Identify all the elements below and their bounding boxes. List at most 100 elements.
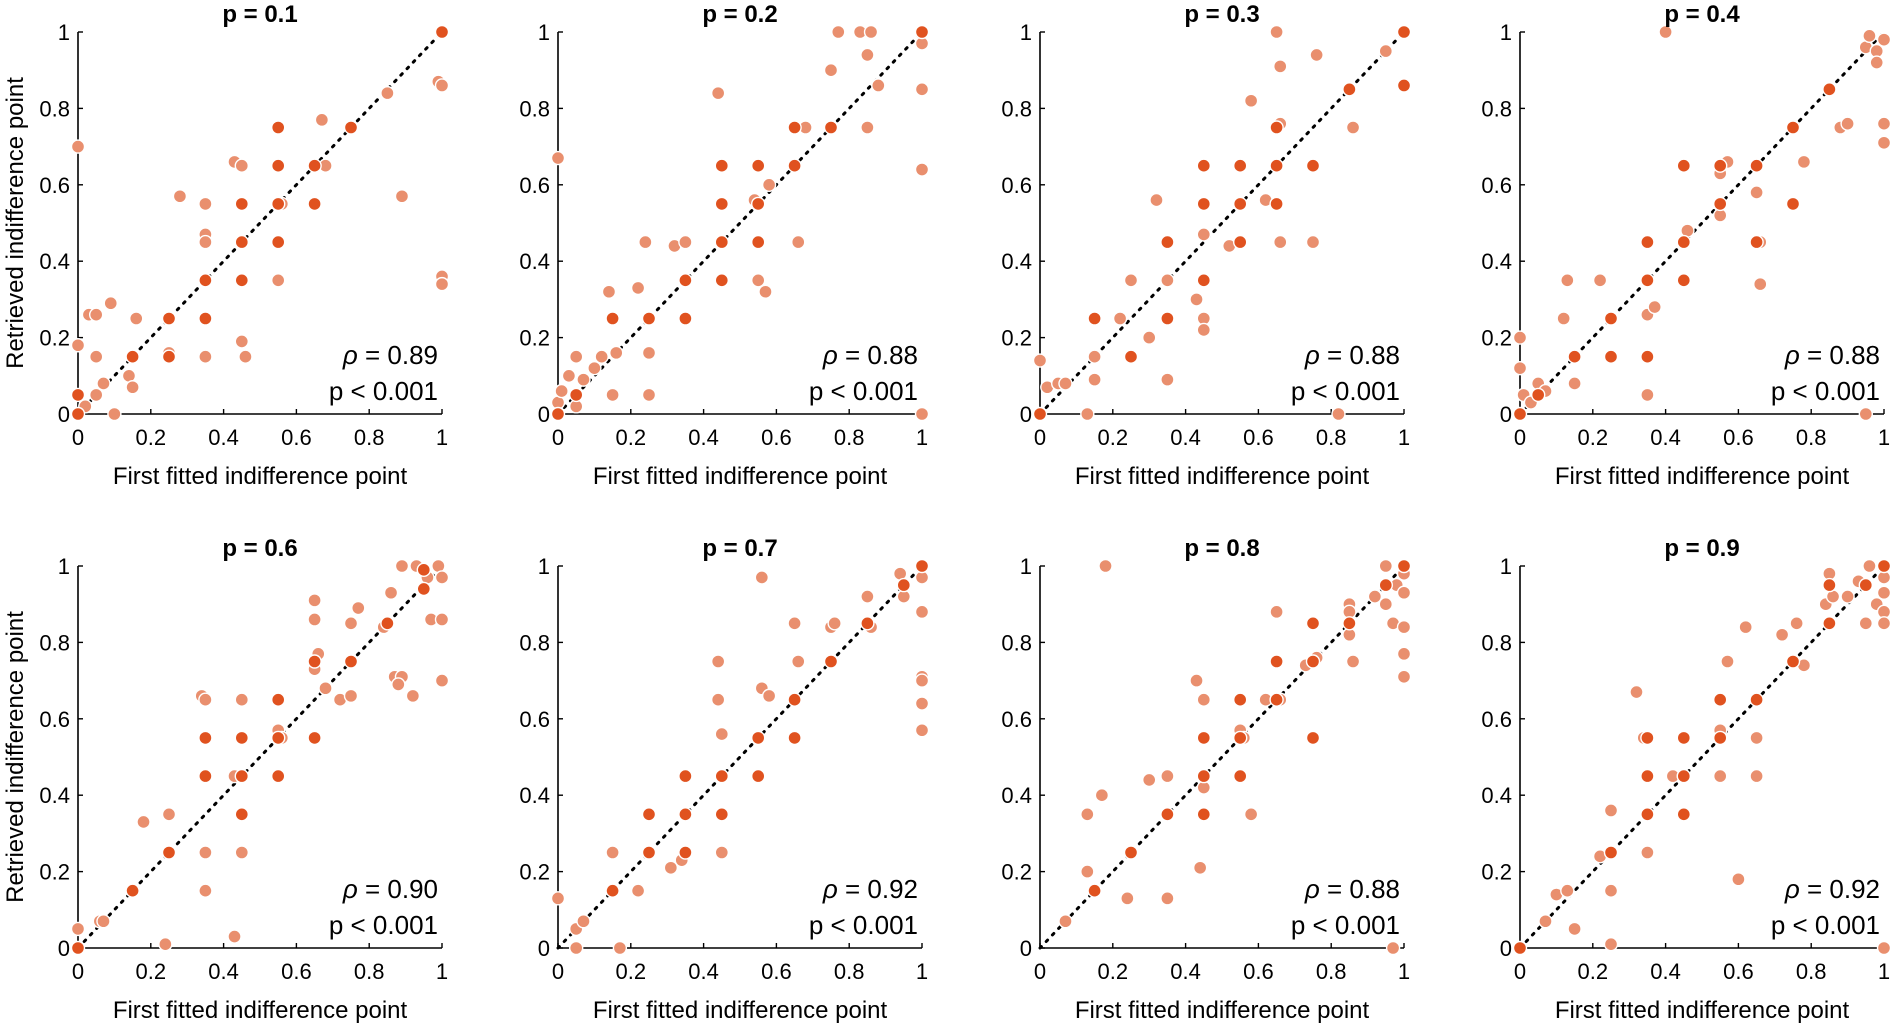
- data-point-light: [594, 349, 609, 364]
- data-point-dark: [271, 234, 286, 250]
- data-point-light: [1749, 768, 1764, 784]
- data-point-light: [1731, 872, 1746, 887]
- data-point-dark: [1342, 616, 1357, 631]
- y-tick-label: 0.6: [39, 173, 70, 198]
- data-point-dark: [271, 120, 286, 135]
- data-point-light: [1087, 349, 1102, 364]
- data-point-light: [1273, 59, 1288, 74]
- data-point-dark: [1530, 387, 1546, 403]
- data-point-dark: [1305, 616, 1321, 631]
- data-point-dark: [1396, 78, 1412, 93]
- x-tick-label: 0.6: [1243, 959, 1274, 984]
- data-point-dark: [787, 158, 802, 173]
- data-point-light: [1192, 860, 1208, 875]
- y-tick-label: 1: [1020, 554, 1032, 579]
- data-point-light: [343, 616, 359, 631]
- rho-annotation: ρ = 0.88: [822, 340, 918, 370]
- data-point-dark: [1640, 273, 1655, 288]
- panel-title: p = 0.9: [1664, 535, 1739, 562]
- identity-line: [1038, 30, 1406, 416]
- y-tick-label: 0.8: [39, 630, 70, 655]
- x-tick-label: 0.4: [1650, 959, 1681, 984]
- y-tick-label: 0.2: [1481, 860, 1512, 885]
- data-point-light: [761, 688, 777, 704]
- data-point-dark: [678, 807, 693, 822]
- data-point-light: [554, 383, 569, 399]
- data-point-light: [1160, 372, 1175, 387]
- data-point-light: [860, 589, 875, 604]
- data-point-light: [136, 814, 151, 830]
- y-tick-label: 0.4: [1001, 783, 1032, 808]
- data-point-light: [198, 234, 213, 250]
- data-point-dark: [1822, 577, 1837, 593]
- data-point-light: [1753, 276, 1768, 292]
- data-point-dark: [416, 581, 431, 597]
- data-point-light: [791, 234, 806, 250]
- rho-annotation: ρ = 0.92: [822, 874, 918, 904]
- data-point-dark: [198, 768, 213, 784]
- rho-symbol: ρ: [1304, 874, 1320, 904]
- data-point-dark: [751, 158, 766, 173]
- p-value-annotation: p < 0.001: [809, 910, 918, 940]
- data-point-dark: [343, 654, 359, 669]
- data-point-light: [1876, 585, 1892, 600]
- data-point-light: [1269, 24, 1284, 40]
- data-point-light: [227, 929, 242, 944]
- data-point-light: [1640, 845, 1655, 860]
- x-tick-label: 0.8: [1316, 425, 1347, 450]
- y-tick-label: 0.8: [1481, 630, 1512, 655]
- data-point-dark: [161, 845, 177, 860]
- data-point-dark: [271, 692, 286, 707]
- y-tick-label: 0.6: [1001, 173, 1032, 198]
- scatter-panel: 0 0.2 0.4 0.6 0.8 1 0 0.2 0.4 0.6 0.8 1 p = 0.1 First…: [2, 1, 450, 490]
- x-tick-label: 0.4: [1650, 425, 1681, 450]
- p-value-annotation: p < 0.001: [1291, 376, 1400, 406]
- data-point-light: [1120, 891, 1135, 906]
- data-point-dark: [1269, 692, 1284, 707]
- data-point-light: [1774, 627, 1790, 642]
- data-point-light: [434, 673, 450, 688]
- data-point-light: [1512, 330, 1528, 345]
- data-point-light: [863, 24, 879, 40]
- data-point-light: [1189, 292, 1204, 307]
- rho-symbol: ρ: [1784, 874, 1800, 904]
- data-point-light: [234, 158, 250, 173]
- data-point-light: [1858, 616, 1874, 631]
- x-axis-label: First fitted indifference point: [113, 997, 408, 1024]
- y-tick-label: 0.2: [39, 860, 70, 885]
- y-axis-label: Retrieved indifference point: [2, 77, 29, 369]
- panel-title: p = 0.7: [702, 535, 777, 562]
- x-axis-label: First fitted indifference point: [1075, 997, 1370, 1024]
- identity-line: [1518, 564, 1886, 950]
- y-tick-label: 0.4: [1481, 249, 1512, 274]
- data-point-dark: [434, 24, 450, 40]
- x-tick-label: 0: [72, 959, 84, 984]
- data-point-dark: [234, 196, 250, 212]
- identity-line: [1518, 30, 1886, 416]
- data-point-light: [1160, 891, 1175, 906]
- data-point-light: [601, 284, 617, 299]
- data-point-dark: [1749, 158, 1764, 173]
- data-point-light: [1080, 406, 1095, 422]
- data-point-light: [70, 921, 86, 937]
- data-point-dark: [1196, 158, 1212, 173]
- data-point-light: [1378, 597, 1394, 612]
- data-point-light: [710, 692, 726, 707]
- data-point-light: [791, 654, 806, 669]
- data-point-light: [1098, 558, 1113, 574]
- scatter-panel: 0 0.2 0.4 0.6 0.8 1 0 0.2 0.4 0.6 0.8 1 p = 0.6 First…: [2, 535, 450, 1024]
- data-point-dark: [1305, 730, 1321, 746]
- data-point-light: [238, 349, 253, 364]
- data-point-light: [914, 82, 930, 97]
- data-point-dark: [307, 196, 322, 212]
- data-point-dark: [1567, 349, 1582, 364]
- y-tick-label: 0.2: [519, 860, 550, 885]
- x-tick-label: 1: [1878, 425, 1890, 450]
- data-point-light: [1141, 330, 1157, 345]
- x-tick-label: 0.8: [1796, 425, 1827, 450]
- y-tick-label: 0.4: [519, 783, 550, 808]
- x-tick-label: 0: [1514, 425, 1526, 450]
- data-point-light: [234, 334, 250, 349]
- x-tick-label: 0.6: [281, 425, 312, 450]
- data-point-light: [1378, 43, 1394, 59]
